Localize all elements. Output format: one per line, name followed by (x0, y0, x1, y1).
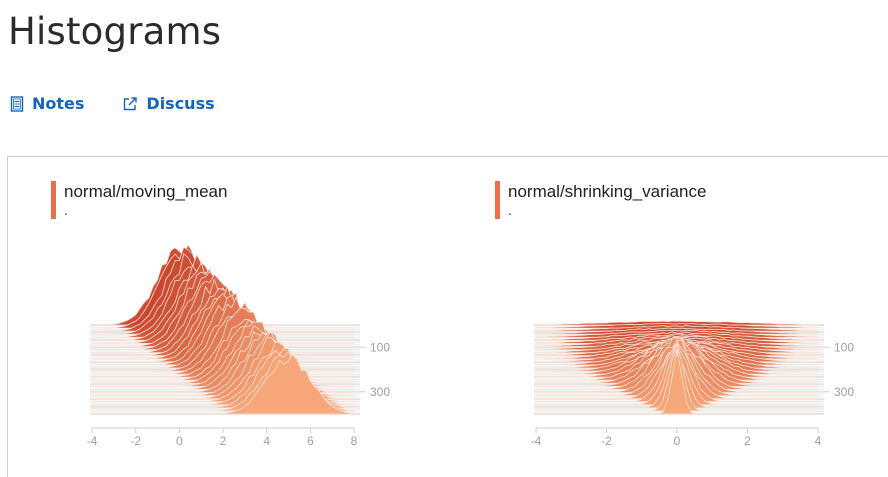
x-tick-label: 4 (263, 434, 270, 448)
step-tick-label: 100 (370, 340, 390, 354)
x-tick-label: 6 (307, 434, 314, 448)
histogram-plot: -4 -2 0 2 4 100 300 (452, 157, 888, 467)
x-tick-label: -4 (531, 434, 542, 448)
x-tick-label: -4 (87, 434, 98, 448)
x-tick-label: 0 (674, 434, 681, 448)
discuss-link[interactable]: Discuss (122, 94, 214, 113)
notes-label: Notes (32, 94, 84, 113)
page-title: Histograms (8, 10, 221, 53)
step-tick-label: 300 (834, 385, 854, 399)
notes-icon (10, 96, 24, 112)
chart-moving-mean: normal/moving_mean . -4 -2 0 2 4 6 8 100 300 (8, 157, 448, 467)
histogram-plot: -4 -2 0 2 4 6 8 100 300 (8, 157, 448, 467)
x-tick-label: 0 (176, 434, 183, 448)
x-tick-label: 2 (744, 434, 751, 448)
step-tick-label: 100 (834, 340, 854, 354)
discuss-label: Discuss (146, 94, 214, 113)
step-tick-label: 300 (370, 385, 390, 399)
notes-link[interactable]: Notes (10, 94, 84, 113)
action-links: Notes Discuss (10, 94, 215, 113)
x-tick-label: -2 (601, 434, 612, 448)
x-tick-label: -2 (130, 434, 141, 448)
histogram-figure: normal/moving_mean . -4 -2 0 2 4 6 8 100 300 nor… (7, 156, 888, 477)
x-tick-label: 4 (815, 434, 822, 448)
chart-shrinking-variance: normal/shrinking_variance . -4 -2 0 2 4 100 30… (452, 157, 888, 467)
x-tick-label: 8 (351, 434, 358, 448)
x-tick-label: 2 (220, 434, 227, 448)
external-link-icon (122, 96, 138, 112)
